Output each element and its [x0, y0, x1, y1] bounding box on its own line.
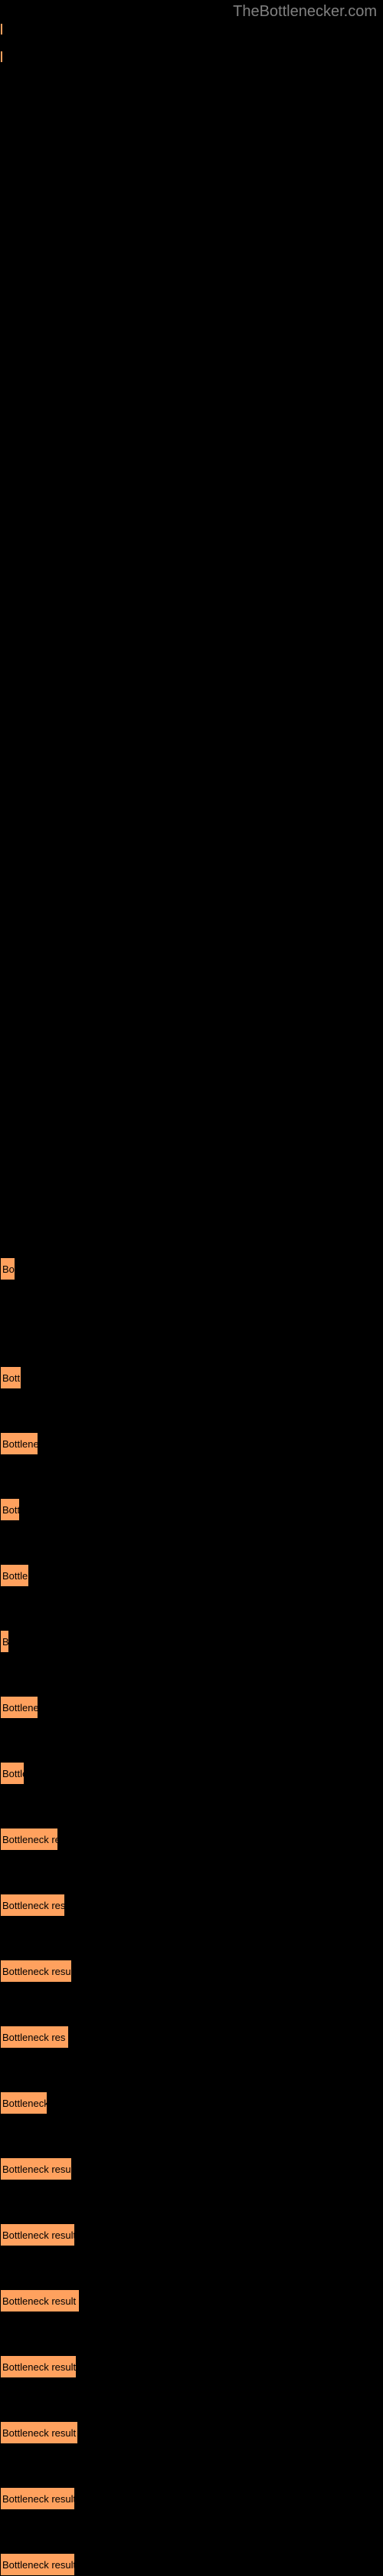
chart-bar: Bottleneck result	[0, 2553, 75, 2576]
bar-row: Bottleneck result	[0, 2289, 383, 2312]
bar-row: Bottleneck result	[0, 2223, 383, 2246]
bar-label: Bottleneck result	[2, 2493, 75, 2505]
chart-bar: Bottleneck result	[0, 2487, 75, 2510]
chart-bar: Bott	[0, 1366, 21, 1389]
bars-container: Bo Bott Bottlene Bott Bottle B Bottlene Bottle B…	[0, 0, 383, 2576]
chart-bar: Bottleneck re	[0, 1828, 58, 1851]
chart-bar: B	[0, 1630, 9, 1653]
bar-label: Bottleneck re	[2, 1834, 58, 1845]
bar-label: Bottleneck res	[2, 1900, 65, 1911]
bar-row: Bottleneck result	[0, 2553, 383, 2576]
bar-label: Bottle	[2, 1768, 25, 1779]
bar-row: Bottlene	[0, 1432, 383, 1455]
bar-row: Bottle	[0, 1762, 383, 1785]
bar-row: B	[0, 1630, 383, 1653]
bar-label: Bottleneck result	[2, 2229, 75, 2241]
bar-row: Bott	[0, 1498, 383, 1521]
bar-row: Bottleneck result	[0, 2355, 383, 2378]
bar-row: Bottleneck resu	[0, 1960, 383, 1983]
chart-bar: Bottle	[0, 1762, 25, 1785]
bar-row: Bottle	[0, 1564, 383, 1587]
bar-label: Bottleneck res	[2, 2032, 65, 2043]
chart-bar: Bo	[0, 1257, 15, 1280]
bar-row: Bottleneck res	[0, 1894, 383, 1917]
bar-row: Bottleneck resu	[0, 2157, 383, 2180]
chart-bar: Bottleneck result	[0, 2355, 77, 2378]
bar-row: Bottleneck result	[0, 2421, 383, 2444]
bar-label: Bottleneck resu	[2, 2164, 71, 2175]
bar-row: Bo	[0, 1257, 383, 1280]
bar-label: Bottleneck resu	[2, 1966, 71, 1977]
bar-label: Bottlene	[2, 1438, 38, 1450]
bar-label: Bottlene	[2, 1702, 38, 1714]
chart-bar: Bottlene	[0, 1432, 38, 1455]
bar-label: Bottleneck result	[2, 2295, 76, 2307]
chart-bar: Bottlene	[0, 1696, 38, 1719]
bar-label: Bottleneck	[2, 2098, 47, 2109]
chart-bar: Bott	[0, 1498, 20, 1521]
chart-bar: Bottleneck result	[0, 2289, 80, 2312]
bar-label: Bottleneck result	[2, 2361, 76, 2373]
bar-row: Bottleneck re	[0, 1828, 383, 1851]
bar-label: Bott	[2, 1372, 20, 1384]
chart-bar: Bottleneck result	[0, 2223, 75, 2246]
bar-row: Bottleneck res	[0, 2026, 383, 2049]
bar-label: B	[2, 1636, 9, 1648]
bar-row	[0, 51, 383, 63]
chart-bar: Bottleneck res	[0, 2026, 69, 2049]
bar-label: Bottle	[2, 1570, 28, 1582]
bar-row: Bott	[0, 1366, 383, 1389]
chart-bar: Bottleneck res	[0, 1894, 65, 1917]
bar-label: Bottleneck result	[2, 2559, 75, 2571]
bar-row: Bottlene	[0, 1696, 383, 1719]
chart-bar: Bottleneck resu	[0, 1960, 72, 1983]
chart-bar: Bottleneck resu	[0, 2157, 72, 2180]
chart-bar	[0, 51, 3, 63]
bar-label: Bott	[2, 1504, 20, 1516]
chart-bar: Bottleneck result	[0, 2421, 78, 2444]
bar-row	[0, 23, 383, 35]
bar-label: Bo	[2, 1263, 15, 1275]
bar-row: Bottleneck	[0, 2091, 383, 2114]
bar-row: Bottleneck result	[0, 2487, 383, 2510]
bar-label: Bottleneck result	[2, 2427, 76, 2439]
chart-bar: Bottleneck	[0, 2091, 47, 2114]
watermark-text: TheBottlenecker.com	[233, 3, 377, 21]
chart-bar: Bottle	[0, 1564, 29, 1587]
chart-bar	[0, 23, 3, 35]
